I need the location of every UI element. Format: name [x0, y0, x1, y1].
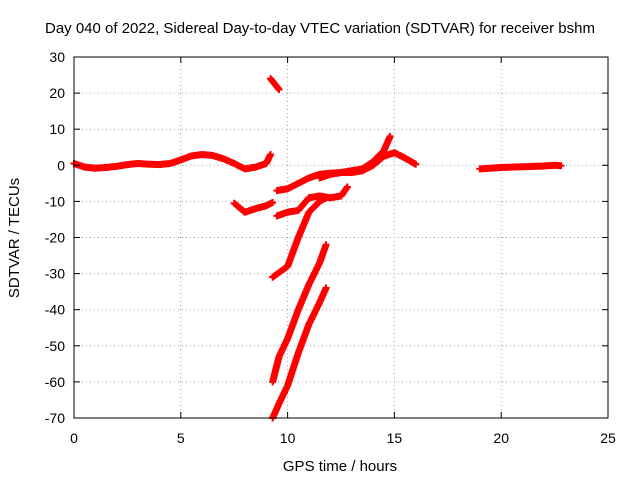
x-tick-label: 20 [493, 430, 509, 446]
y-tick-label: 20 [49, 85, 65, 101]
x-tick-label: 25 [600, 430, 616, 446]
y-tick-label: -50 [45, 338, 65, 354]
x-axis-label: GPS time / hours [283, 458, 397, 475]
y-tick-label: 0 [57, 157, 65, 173]
y-axis-label: SDTVAR / TECUs [6, 178, 23, 298]
tick-layer: 0 5 10 15 20 25 -70 -60 -50 -40 -30 -20 -10 0 10 20 30 [45, 49, 616, 446]
data-point-markers [70, 150, 275, 173]
y-tick-label: -30 [45, 266, 65, 282]
y-tick-label: -60 [45, 374, 65, 390]
y-tick-label: -70 [45, 410, 65, 426]
y-tick-label: 30 [49, 49, 65, 65]
y-tick-label: -40 [45, 302, 65, 318]
y-tick-label: -10 [45, 193, 65, 209]
series-track-main-early [70, 150, 275, 173]
chart-title: Day 040 of 2022, Sidereal Day-to-day VTE… [45, 20, 595, 37]
grid-layer [74, 57, 608, 418]
series-track-a [230, 198, 277, 216]
x-tick-label: 15 [387, 430, 403, 446]
data-point-markers [230, 198, 277, 216]
series-track-f [269, 194, 330, 281]
y-tick-label: -20 [45, 230, 65, 246]
series-track-b [267, 75, 283, 93]
data-layer [70, 75, 565, 422]
series-track-late [476, 161, 565, 173]
x-tick-label: 5 [177, 430, 185, 446]
x-tick-label: 0 [70, 430, 78, 446]
data-point-markers [476, 161, 565, 173]
y-tick-label: 10 [49, 121, 65, 137]
data-point-markers [269, 194, 330, 281]
series-track-d [316, 132, 394, 182]
series-track-g [269, 241, 330, 386]
data-point-markers [267, 75, 283, 93]
data-point-markers [269, 241, 330, 386]
x-tick-label: 10 [280, 430, 296, 446]
data-point-markers [316, 132, 394, 182]
